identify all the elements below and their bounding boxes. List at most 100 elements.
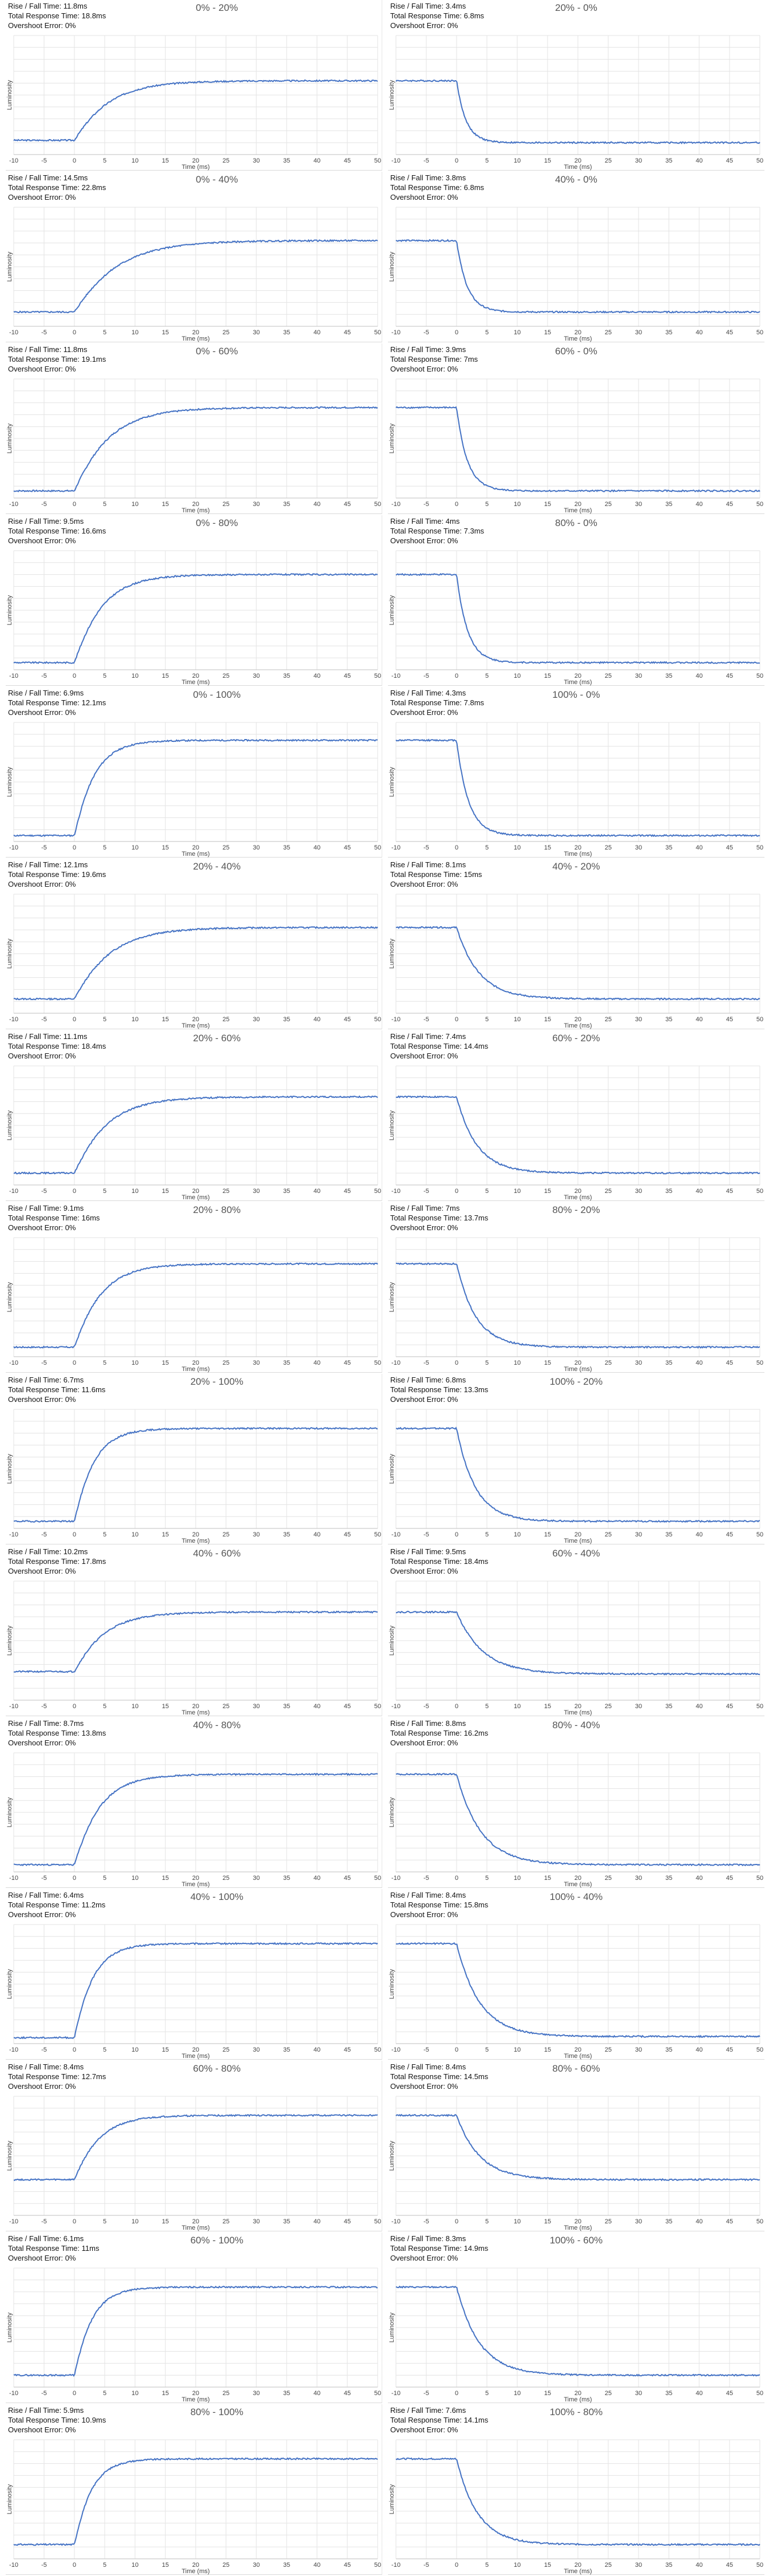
stat-total: Total Response Time: 6.8ms: [390, 183, 485, 192]
x-axis-label: Time (ms): [564, 679, 592, 686]
x-tick-label: 25: [605, 1531, 612, 1538]
x-tick-label: 30: [253, 1360, 260, 1366]
chart-panel: Rise / Fall Time: 5.9ms Total Response Ti…: [6, 2404, 382, 2575]
x-tick-label: -10: [391, 1188, 401, 1195]
x-axis-label: Time (ms): [564, 335, 592, 342]
x-tick-label: 50: [374, 157, 381, 164]
stat-rise-fall: Rise / Fall Time: 8.4ms: [390, 2063, 466, 2071]
x-tick-label: 50: [756, 1703, 763, 1710]
x-tick-label: 20: [574, 1016, 581, 1023]
x-tick-label: 15: [162, 844, 169, 851]
x-tick-label: 10: [132, 1875, 138, 1882]
x-tick-label: 30: [635, 844, 642, 851]
y-axis-label: Luminosity: [389, 1969, 395, 1999]
stat-total: Total Response Time: 18.4ms: [390, 1557, 489, 1566]
x-tick-label: 20: [574, 501, 581, 508]
x-tick-label: 0: [455, 844, 458, 851]
x-tick-label: -5: [423, 1360, 429, 1366]
x-tick-label: 5: [103, 2390, 106, 2397]
stat-overshoot: Overshoot Error: 0%: [390, 880, 458, 888]
stat-total: Total Response Time: 15.8ms: [390, 1901, 489, 1909]
x-tick-label: 0: [73, 501, 76, 508]
chart-panel: Rise / Fall Time: 8.3ms Total Response Ti…: [388, 2233, 764, 2403]
stat-rise-fall: Rise / Fall Time: 8.7ms: [8, 1719, 84, 1728]
stat-total: Total Response Time: 13.7ms: [390, 1214, 489, 1222]
x-tick-label: -5: [423, 844, 429, 851]
x-tick-label: 50: [374, 844, 381, 851]
chart-stats: Rise / Fall Time: 8.4ms Total Response Ti…: [390, 2062, 488, 2091]
y-axis-label: Luminosity: [389, 1625, 395, 1656]
x-tick-label: 5: [103, 2046, 106, 2053]
line-chart: -10 -5 0 5 10 15 20 25 30 35 40 45 50 Time (ms) Lumino…: [6, 1752, 381, 1888]
x-tick-label: 30: [253, 2562, 260, 2569]
x-axis-label: Time (ms): [181, 2225, 209, 2231]
chart-panel: Rise / Fall Time: 6.8ms Total Response Ti…: [388, 1374, 764, 1544]
stat-overshoot: Overshoot Error: 0%: [390, 536, 458, 545]
x-tick-label: 45: [726, 2218, 733, 2225]
x-tick-label: 30: [635, 1875, 642, 1882]
stat-total: Total Response Time: 7ms: [390, 355, 478, 364]
x-tick-label: 45: [344, 1703, 351, 1710]
y-axis-label: Luminosity: [6, 1453, 13, 1484]
x-tick-label: 25: [223, 1016, 229, 1023]
x-tick-label: 0: [73, 1875, 76, 1882]
stat-total: Total Response Time: 10.9ms: [8, 2416, 106, 2424]
x-tick-label: 0: [73, 2218, 76, 2225]
x-axis-label: Time (ms): [181, 679, 209, 686]
x-tick-label: -10: [391, 1875, 401, 1882]
x-tick-label: 25: [223, 1188, 229, 1195]
stat-overshoot: Overshoot Error: 0%: [390, 1567, 458, 1575]
x-tick-label: 40: [696, 2390, 703, 2397]
x-tick-label: 10: [132, 157, 138, 164]
x-tick-label: 10: [132, 1016, 138, 1023]
line-chart: -10 -5 0 5 10 15 20 25 30 35 40 45 50 Time (ms) Lumino…: [6, 1924, 381, 2060]
x-tick-label: 25: [605, 673, 612, 679]
x-tick-label: -10: [391, 1531, 401, 1538]
x-tick-label: 20: [192, 1016, 199, 1023]
x-tick-label: 0: [73, 2562, 76, 2569]
x-axis-label: Time (ms): [564, 507, 592, 514]
x-tick-label: -10: [391, 1360, 401, 1366]
x-tick-label: 25: [605, 329, 612, 336]
chart-stats: Rise / Fall Time: 4.3ms Total Response Ti…: [390, 688, 484, 717]
x-tick-label: 20: [574, 329, 581, 336]
x-tick-label: 35: [665, 2046, 672, 2053]
x-tick-label: 25: [605, 2046, 612, 2053]
x-tick-label: -5: [41, 1875, 47, 1882]
x-tick-label: 30: [635, 1531, 642, 1538]
stat-overshoot: Overshoot Error: 0%: [390, 2254, 458, 2262]
chart-stats: Rise / Fall Time: 9.5ms Total Response Ti…: [8, 516, 106, 546]
line-chart: -10 -5 0 5 10 15 20 25 30 35 40 45 50 Time (ms) Lumino…: [6, 207, 381, 342]
x-tick-label: 20: [192, 2046, 199, 2053]
chart-panel: Rise / Fall Time: 6.9ms Total Response Ti…: [6, 687, 382, 858]
x-tick-label: 5: [485, 1531, 489, 1538]
x-axis-label: Time (ms): [181, 1881, 209, 1888]
chart-stats: Rise / Fall Time: 8.1ms Total Response Ti…: [390, 860, 482, 889]
x-tick-label: 40: [696, 1360, 703, 1366]
x-tick-label: 10: [132, 2218, 138, 2225]
x-tick-label: 10: [514, 844, 521, 851]
stat-overshoot: Overshoot Error: 0%: [390, 365, 458, 373]
stat-rise-fall: Rise / Fall Time: 3.8ms: [390, 173, 466, 182]
y-axis-label: Luminosity: [389, 251, 395, 282]
x-tick-label: 35: [283, 1360, 290, 1366]
x-tick-label: 5: [103, 1703, 106, 1710]
x-tick-label: 10: [132, 2390, 138, 2397]
x-tick-label: 40: [314, 1703, 320, 1710]
x-tick-label: 45: [344, 2218, 351, 2225]
x-tick-label: 40: [696, 844, 703, 851]
stat-overshoot: Overshoot Error: 0%: [8, 1739, 76, 1747]
x-tick-label: -5: [41, 2218, 47, 2225]
stat-total: Total Response Time: 15ms: [390, 870, 482, 879]
x-tick-label: 25: [223, 2218, 229, 2225]
x-tick-label: -10: [391, 157, 401, 164]
x-tick-label: 20: [574, 1875, 581, 1882]
x-tick-label: 20: [574, 2218, 581, 2225]
x-tick-label: 35: [665, 2562, 672, 2569]
response-series-line: [13, 79, 378, 142]
x-tick-label: 0: [455, 2562, 458, 2569]
x-tick-label: 15: [162, 1531, 169, 1538]
chart-stats: Rise / Fall Time: 6.9ms Total Response Ti…: [8, 688, 106, 717]
x-tick-label: 25: [605, 2218, 612, 2225]
x-tick-label: 35: [283, 2562, 290, 2569]
